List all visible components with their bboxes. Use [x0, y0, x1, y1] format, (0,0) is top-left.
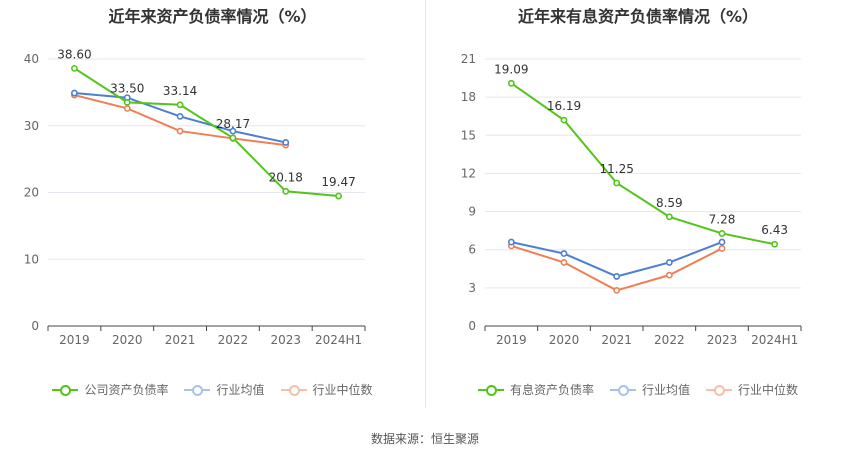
y-tick-label: 21 [461, 52, 476, 66]
series-line [511, 241, 723, 278]
data-label: 8.59 [656, 196, 683, 210]
legend-swatch-blue [609, 384, 636, 396]
series-line [510, 82, 775, 246]
legend-swatch-blue [184, 384, 211, 396]
legend-item-industry-mean[interactable]: 行业均值 [609, 381, 690, 398]
data-point [560, 250, 568, 257]
y-tick-label: 10 [24, 252, 39, 266]
data-point [71, 89, 78, 97]
data-point [176, 127, 184, 135]
legend-label: 行业均值 [641, 383, 690, 397]
data-label: 33.14 [163, 84, 197, 98]
legend-swatch-orange [280, 384, 307, 396]
data-label: 20.18 [269, 170, 303, 184]
data-point [507, 79, 515, 87]
data-point [613, 273, 621, 280]
x-tick-label: 2020 [549, 333, 580, 347]
data-point [282, 187, 290, 195]
legend-item-company[interactable]: 公司资产负债率 [52, 381, 168, 398]
data-point [665, 271, 673, 279]
legend-item-industry-median[interactable]: 行业中位数 [706, 381, 798, 398]
series-line [511, 244, 723, 292]
data-point [229, 127, 237, 135]
x-tick-label: 2019 [59, 333, 90, 347]
y-tick-label: 0 [468, 319, 476, 333]
x-tick-label: 2022 [218, 333, 249, 347]
data-label: 19.47 [321, 175, 355, 189]
data-label: 7.28 [709, 212, 736, 226]
data-point [718, 245, 726, 252]
data-point [665, 213, 673, 221]
debt-ratio-chart-panel: 近年来资产负债率情况（%） 0 10 20 30 40 2019 2020 2021 2022 2… [0, 0, 425, 410]
chart-title: 近年来资产负债率情况（%） [108, 7, 317, 26]
data-label: 28.17 [216, 117, 250, 131]
x-tick-label: 2023 [270, 333, 301, 347]
data-point [507, 238, 515, 246]
data-source-note: 数据来源：恒生聚源 [370, 432, 479, 446]
legend-label: 行业均值 [216, 383, 265, 397]
data-label: 6.43 [761, 223, 788, 237]
chart-legend: 有息资产负债率 行业均值 行业中位数 [426, 381, 850, 398]
legend-item-industry-mean[interactable]: 行业均值 [184, 381, 265, 398]
y-tick-label: 12 [461, 166, 476, 180]
chart-title: 近年来有息资产负债率情况（%） [517, 7, 759, 26]
data-point [229, 134, 237, 142]
data-point [176, 113, 184, 120]
y-tick-label: 0 [31, 319, 39, 333]
data-label: 11.25 [599, 162, 633, 176]
data-point [123, 104, 131, 112]
legend-swatch-green [52, 384, 79, 396]
y-tick-label: 40 [24, 52, 39, 66]
panel-divider [425, 0, 426, 408]
legend-item-company[interactable]: 有息资产负债率 [477, 381, 594, 398]
x-tick-label: 2021 [601, 333, 632, 347]
data-point [665, 259, 673, 266]
interest-debt-ratio-chart: 0 3 6 9 12 15 18 21 2019 2020 2021 2022 2023 2024H1 19… [461, 52, 802, 347]
legend-item-industry-median[interactable]: 行业中位数 [280, 381, 373, 398]
legend-swatch-orange [706, 384, 732, 396]
data-point [718, 230, 726, 237]
data-point [560, 259, 568, 266]
data-label: 38.60 [57, 47, 91, 61]
legend-label: 行业中位数 [312, 383, 373, 397]
x-tick-label: 2024H1 [751, 333, 798, 347]
data-point [282, 139, 290, 146]
y-tick-label: 30 [24, 119, 39, 133]
data-point [771, 240, 779, 248]
data-point [123, 98, 131, 106]
data-label: 33.50 [110, 81, 144, 95]
y-tick-label: 6 [468, 243, 476, 257]
legend-label: 有息资产负债率 [509, 383, 594, 397]
y-tick-label: 3 [468, 281, 476, 295]
x-tick-label: 2020 [112, 333, 143, 347]
legend-swatch-green [477, 384, 504, 396]
data-point [176, 101, 184, 109]
data-label: 16.19 [547, 99, 581, 113]
legend-label: 公司资产负债率 [84, 383, 169, 397]
x-tick-label: 2023 [707, 333, 738, 347]
data-point [560, 116, 568, 124]
data-point [718, 238, 726, 246]
interest-debt-ratio-chart-panel: 近年来有息资产负债率情况（%） 0 3 6 9 12 15 18 21 2019 2020 2021… [426, 0, 850, 410]
chart-legend: 公司资产负债率 行业均值 行业中位数 [0, 381, 425, 398]
y-tick-label: 20 [24, 186, 39, 200]
data-point [71, 64, 78, 72]
x-tick-label: 2024H1 [315, 333, 362, 347]
x-tick-label: 2021 [165, 333, 196, 347]
data-point [613, 179, 621, 187]
y-tick-label: 18 [461, 90, 476, 104]
y-tick-label: 15 [461, 128, 476, 142]
data-point [335, 192, 342, 200]
debt-ratio-chart: 0 10 20 30 40 2019 2020 2021 2022 2023 2024H1 38.60… [24, 47, 366, 347]
y-tick-label: 9 [468, 205, 476, 219]
legend-label: 行业中位数 [738, 383, 799, 397]
data-point [613, 286, 621, 294]
x-tick-label: 2019 [496, 333, 527, 347]
x-tick-label: 2022 [654, 333, 685, 347]
series-line [73, 67, 339, 198]
data-label: 19.09 [494, 62, 528, 76]
